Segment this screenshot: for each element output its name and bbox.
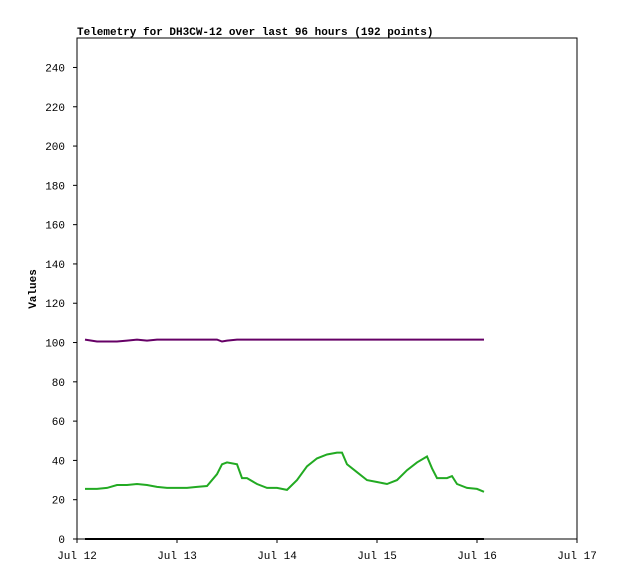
y-tick-label: 120: [45, 299, 65, 311]
y-tick-label: 0: [58, 535, 65, 547]
series-line: [84, 338, 484, 343]
x-tick-label: Jul 15: [357, 551, 397, 563]
y-tick-label: 140: [45, 260, 65, 272]
x-tick-label: Jul 17: [557, 551, 597, 563]
plot-frame: [76, 37, 578, 540]
y-tick-label: 80: [52, 378, 65, 390]
y-tick-label: 60: [52, 417, 65, 429]
y-tick-label: 220: [45, 103, 65, 115]
y-tick-label: 20: [52, 496, 65, 508]
y-tick-label: 180: [45, 181, 65, 193]
y-tick-label: 100: [45, 339, 65, 351]
x-tick-label: Jul 12: [57, 551, 97, 563]
y-tick-label: 240: [45, 63, 65, 75]
x-tick-label: Jul 14: [257, 551, 297, 563]
x-tick-label: Jul 13: [157, 551, 197, 563]
series-line: [85, 451, 485, 493]
y-tick-label: 40: [52, 456, 65, 468]
x-tick-label: Jul 16: [457, 551, 497, 563]
y-tick-label: 200: [45, 142, 65, 154]
y-tick-label: 160: [45, 221, 65, 233]
chart-title: Telemetry for DH3CW-12 over last 96 hour…: [77, 27, 433, 39]
y-axis-label: Values: [28, 269, 40, 309]
